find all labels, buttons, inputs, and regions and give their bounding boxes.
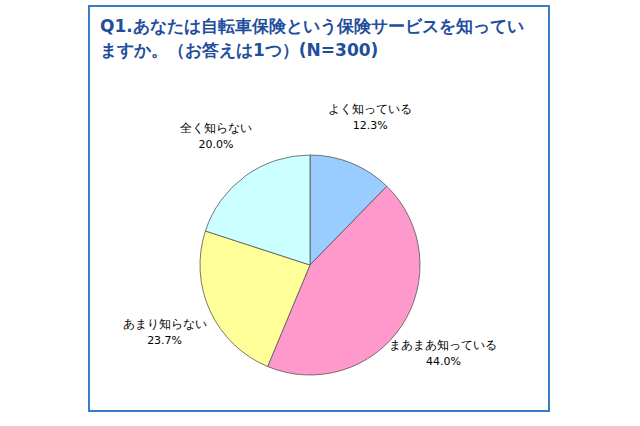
- pie-group: [200, 155, 420, 375]
- category-label: まあまあ知っている: [389, 338, 497, 352]
- category-label: よく知っている: [328, 102, 412, 116]
- chart-title: Q1.あなたは自転車保険という保険サービスを知っていますか。（お答えは1つ）(N…: [100, 14, 530, 62]
- category-label: 全く知らない: [180, 121, 252, 135]
- chart-canvas: よく知っている 12.3% まあまあ知っている 44.0% あまり知らない 23.7% 全く…: [0, 0, 640, 426]
- label-group: よく知っている 12.3% まあまあ知っている 44.0% あまり知らない 23.7% 全く…: [123, 102, 498, 368]
- data-label: 23.7%: [147, 334, 182, 347]
- category-label: あまり知らない: [123, 317, 207, 331]
- pie-slice: [205, 155, 310, 265]
- data-label: 44.0%: [426, 355, 461, 368]
- data-label: 20.0%: [198, 138, 233, 151]
- data-label: 12.3%: [353, 119, 388, 132]
